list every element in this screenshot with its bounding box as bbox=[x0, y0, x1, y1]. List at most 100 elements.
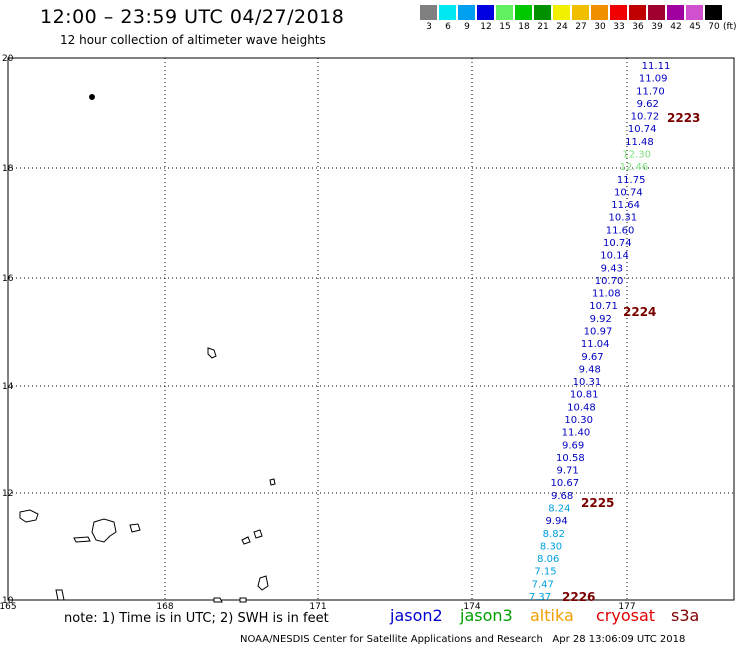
island bbox=[269, 478, 276, 486]
swh-value: 11.75 bbox=[617, 175, 646, 186]
swh-value: 10.31 bbox=[609, 213, 638, 224]
scale-swatch bbox=[629, 5, 646, 20]
legend-s3a: s3a bbox=[671, 606, 700, 625]
legend-altika: altika bbox=[530, 606, 574, 625]
scale-label: 6 bbox=[445, 22, 451, 32]
island bbox=[55, 589, 65, 601]
longitude-labels: 165 168 171 174 177 bbox=[0, 602, 636, 612]
scale-label: 70 bbox=[708, 22, 720, 32]
island bbox=[73, 536, 91, 543]
swh-value: 11.04 bbox=[581, 339, 610, 350]
units-note: note: 1) Time is in UTC; 2) SWH is in fe… bbox=[64, 611, 329, 626]
longitude-label: 171 bbox=[309, 602, 326, 612]
latitude-label: 16 bbox=[2, 274, 14, 284]
track-number: 2223 bbox=[667, 111, 700, 125]
swh-value: 9.67 bbox=[581, 352, 603, 363]
island-outlines bbox=[19, 94, 276, 603]
page-subtitle: 12 hour collection of altimeter wave hei… bbox=[60, 33, 326, 47]
swh-value: 9.92 bbox=[590, 314, 612, 325]
scale-label: 33 bbox=[613, 22, 625, 32]
swh-value: 10.67 bbox=[551, 478, 580, 489]
swh-value: 10.58 bbox=[556, 453, 585, 464]
island bbox=[241, 536, 251, 545]
swh-value: 9.62 bbox=[637, 99, 659, 110]
swh-value: 9.68 bbox=[551, 491, 573, 502]
swh-value: 10.71 bbox=[589, 301, 618, 312]
swh-value: 11.70 bbox=[636, 86, 665, 97]
scale-swatch bbox=[591, 5, 608, 20]
longitude-label: 174 bbox=[463, 602, 480, 612]
swh-value: 10.30 bbox=[564, 415, 593, 426]
scale-label: 12 bbox=[480, 22, 492, 32]
swh-value: 11.60 bbox=[606, 225, 635, 236]
timestamp: Apr 28 13:06:09 UTC 2018 bbox=[552, 634, 686, 645]
swh-value: 8.30 bbox=[540, 541, 562, 552]
scale-swatch bbox=[553, 5, 570, 20]
island bbox=[207, 347, 217, 359]
island bbox=[91, 518, 117, 543]
page-title: 12:00 – 23:59 UTC 04/27/2018 bbox=[40, 6, 345, 28]
map-frame bbox=[7, 57, 735, 601]
credit-text: NOAA/NESDIS Center for Satellite Applica… bbox=[240, 634, 543, 645]
track-number: 2226 bbox=[562, 590, 595, 604]
swh-value: 10.74 bbox=[628, 124, 657, 135]
swh-value: 10.14 bbox=[600, 251, 629, 262]
swh-value: 11.08 bbox=[592, 289, 621, 300]
swh-value: 7.37 bbox=[529, 592, 551, 603]
latitude-label: 18 bbox=[2, 164, 14, 174]
scale-label: 36 bbox=[632, 22, 644, 32]
swh-value: 7.47 bbox=[532, 579, 554, 590]
latitude-label: 20 bbox=[2, 54, 14, 64]
longitude-label: 168 bbox=[156, 602, 173, 612]
scale-swatch bbox=[610, 5, 627, 20]
scale-swatch bbox=[648, 5, 665, 20]
scale-label: 21 bbox=[537, 22, 549, 32]
swh-value: 10.72 bbox=[631, 112, 660, 123]
scale-label: 24 bbox=[556, 22, 568, 32]
swh-value: 7.15 bbox=[534, 567, 556, 578]
color-scale-unit: (ft) bbox=[723, 22, 737, 32]
island bbox=[19, 509, 39, 523]
swh-observations: 11.1111.0911.709.6210.7210.7411.4812.301… bbox=[529, 61, 670, 603]
latitude-labels: 20 18 16 14 12 10 bbox=[2, 54, 14, 606]
swh-value: 8.24 bbox=[548, 504, 570, 515]
swh-value: 11.11 bbox=[642, 61, 671, 72]
swh-value: 10.97 bbox=[584, 327, 613, 338]
swh-value: 10.70 bbox=[595, 276, 624, 287]
swh-value: 11.64 bbox=[611, 200, 640, 211]
swh-value: 9.94 bbox=[545, 516, 567, 527]
island bbox=[213, 597, 223, 603]
scale-label: 3 bbox=[426, 22, 432, 32]
swh-value: 12.46 bbox=[620, 162, 649, 173]
swh-value: 9.43 bbox=[601, 263, 623, 274]
island bbox=[129, 523, 141, 533]
swh-value: 8.82 bbox=[543, 529, 565, 540]
track-number: 2225 bbox=[581, 496, 614, 510]
swh-value: 9.71 bbox=[556, 466, 578, 477]
scale-swatch bbox=[534, 5, 551, 20]
legend-jason3: jason3 bbox=[460, 606, 513, 625]
island bbox=[253, 529, 263, 539]
scale-swatch bbox=[572, 5, 589, 20]
legend-jason2: jason2 bbox=[390, 606, 443, 625]
swh-value: 9.48 bbox=[579, 364, 601, 375]
scale-label: 42 bbox=[670, 22, 682, 32]
scale-label: 27 bbox=[575, 22, 587, 32]
island bbox=[257, 575, 269, 591]
scale-label: 39 bbox=[651, 22, 663, 32]
graticule bbox=[8, 58, 734, 600]
longitude-label: 165 bbox=[0, 602, 17, 612]
swh-value: 10.48 bbox=[567, 402, 596, 413]
scale-label: 30 bbox=[594, 22, 606, 32]
swh-value: 11.48 bbox=[625, 137, 654, 148]
swh-value: 10.74 bbox=[614, 187, 643, 198]
swh-value: 9.69 bbox=[562, 440, 584, 451]
island bbox=[89, 94, 95, 100]
swh-value: 11.09 bbox=[639, 74, 668, 85]
swh-value: 10.81 bbox=[570, 390, 599, 401]
longitude-label: 177 bbox=[618, 602, 635, 612]
island bbox=[239, 597, 247, 603]
latitude-label: 14 bbox=[2, 382, 14, 392]
track-labels: 2223 2224 2225 2226 bbox=[562, 111, 700, 604]
